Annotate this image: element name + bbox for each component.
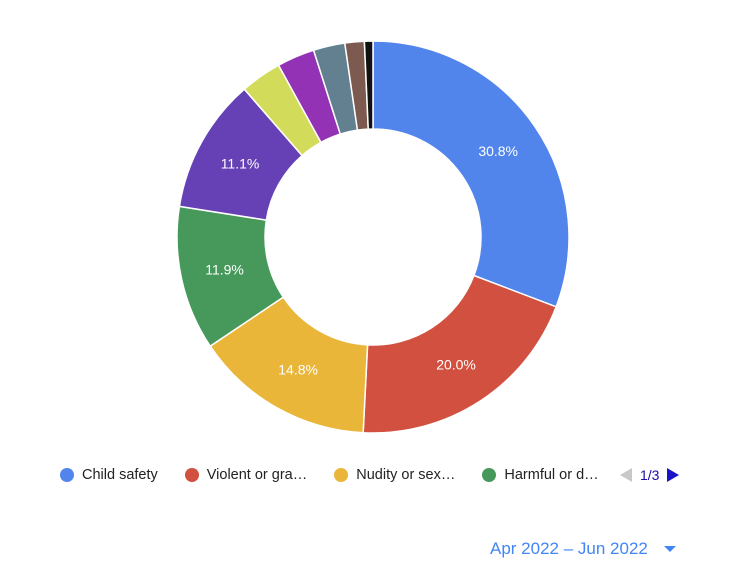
- legend-label: Violent or gra…: [206, 467, 308, 483]
- legend-item-child-safety[interactable]: Child safety: [60, 467, 158, 483]
- legend-swatch: [60, 468, 74, 482]
- legend-swatch: [334, 468, 349, 482]
- legend-swatch: [184, 468, 199, 482]
- date-range-label: Apr 2022 – Jun 2022: [490, 539, 648, 558]
- legend-label: Nudity or sex…: [356, 467, 456, 483]
- legend-label: Child safety: [82, 467, 158, 483]
- legend-item-nudity[interactable]: Nudity or sex…: [334, 467, 455, 483]
- legend-pager: 1/3: [620, 465, 680, 485]
- legend-label: Harmful or d…: [504, 467, 599, 483]
- previous-page-icon[interactable]: [620, 468, 632, 482]
- donut-slice-0[interactable]: [372, 40, 570, 308]
- slice-label-2: 14.8%: [278, 361, 318, 377]
- donut-slice-9[interactable]: [363, 40, 374, 130]
- donut-chart: 30.8% 20.0% 14.8% 11.9% 11.1%: [176, 40, 570, 434]
- legend-page-indicator: 1/3: [640, 467, 660, 483]
- slice-label-1: 20.0%: [436, 356, 476, 372]
- donut-slice-1[interactable]: [362, 274, 558, 434]
- date-range-dropdown[interactable]: Apr 2022 – Jun 2022: [490, 538, 676, 560]
- next-page-icon[interactable]: [667, 468, 680, 482]
- legend-swatch: [482, 468, 497, 482]
- slice-label-0: 30.8%: [478, 143, 518, 159]
- slice-label-3: 11.9%: [205, 262, 244, 278]
- legend-item-harmful[interactable]: Harmful or d…: [482, 467, 599, 483]
- slice-label-4: 11.1%: [221, 155, 260, 171]
- chevron-down-icon: [663, 546, 676, 552]
- chart-legend: Child safety Violent or gra… Nudity or s…: [60, 465, 626, 485]
- legend-item-violent[interactable]: Violent or gra…: [184, 467, 308, 483]
